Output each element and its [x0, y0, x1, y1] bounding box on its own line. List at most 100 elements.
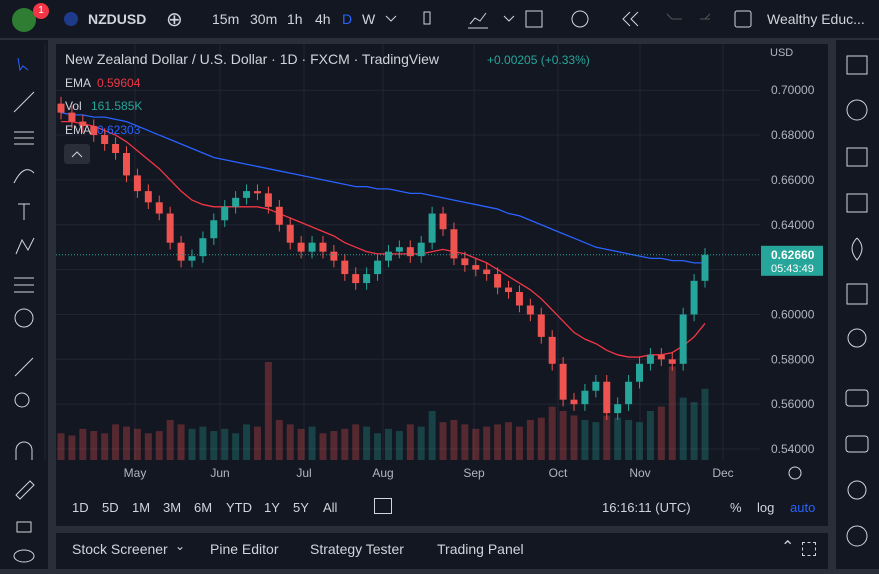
indicator-value: 161.585K — [91, 99, 142, 113]
lock-tool[interactable] — [16, 521, 32, 533]
tab-dropdown[interactable]: ⌄ — [175, 539, 186, 553]
add-symbol[interactable]: ⊕ — [166, 9, 183, 31]
indicator-name[interactable]: Vol — [65, 99, 82, 113]
range-button[interactable]: 3M — [163, 500, 182, 515]
range-button[interactable]: 1Y — [264, 500, 280, 515]
visibility-tool[interactable] — [13, 549, 35, 563]
candle-body — [253, 191, 261, 194]
range-button[interactable]: YTD — [226, 500, 252, 515]
calendar-icon[interactable] — [846, 283, 868, 305]
settings-icon[interactable] — [788, 466, 802, 480]
candle-body — [210, 220, 218, 239]
panel-tab[interactable]: Stock Screener — [72, 541, 168, 557]
signals-icon[interactable] — [847, 480, 867, 500]
interval[interactable]: 4h — [315, 11, 331, 27]
panel-tab[interactable]: Trading Panel — [437, 541, 524, 557]
help-icon[interactable] — [846, 525, 868, 547]
interval[interactable]: W — [362, 11, 376, 27]
sidebar-icons — [845, 55, 869, 547]
range-button[interactable]: 1D — [72, 500, 89, 515]
replay-icon[interactable] — [622, 11, 639, 27]
indicator-name[interactable]: EMA — [65, 76, 91, 90]
candle-body — [308, 242, 316, 252]
volume-bar — [472, 428, 480, 460]
panel-tab[interactable]: Strategy Tester — [310, 541, 404, 557]
volume-bar — [166, 419, 174, 460]
candle-icon[interactable] — [423, 11, 431, 25]
account-name[interactable]: Wealthy Educ... — [767, 11, 865, 27]
magnet-tool[interactable] — [15, 441, 33, 460]
ruler-tool[interactable] — [14, 357, 34, 377]
ideas-icon[interactable] — [847, 328, 867, 348]
last-price-label: 0.62660 — [771, 248, 815, 262]
indicator-icon[interactable] — [468, 12, 488, 29]
volume-bar — [330, 431, 338, 460]
forecast-tool[interactable] — [14, 277, 34, 293]
volume-bar — [297, 428, 305, 460]
chat-icon[interactable] — [845, 389, 869, 407]
auto-toggle[interactable]: auto — [790, 500, 816, 515]
currency-label[interactable]: USD — [770, 47, 793, 59]
logo[interactable] — [12, 8, 36, 32]
data-window-icon[interactable] — [846, 193, 868, 213]
lock-drawing-tool[interactable] — [15, 480, 35, 500]
panel-tab[interactable]: Pine Editor — [210, 541, 279, 557]
symbol[interactable]: NZDUSD — [88, 11, 147, 27]
watchlist-icon[interactable] — [846, 55, 868, 75]
dropdown-icon[interactable] — [503, 15, 515, 22]
line-tool[interactable] — [13, 91, 35, 113]
volume-bar — [679, 397, 687, 460]
indicator-value: 0.62303 — [97, 123, 141, 137]
volume-bar — [308, 426, 316, 460]
countdown-label: 05:43:49 — [771, 263, 814, 275]
expand-panel[interactable]: ⌃ — [781, 539, 795, 556]
y-tick-label: 0.60000 — [771, 307, 815, 321]
maximize-panel[interactable] — [802, 542, 816, 556]
interval[interactable]: D — [342, 11, 353, 27]
clock[interactable]: 16:16:11 (UTC) — [602, 500, 691, 515]
fib-tool[interactable] — [14, 131, 34, 145]
dropdown-icon[interactable] — [385, 15, 397, 22]
range-button[interactable]: 5D — [102, 500, 119, 515]
interval[interactable]: 15m — [212, 11, 240, 27]
undo-icon[interactable] — [666, 13, 682, 20]
streams-icon[interactable] — [845, 435, 869, 453]
cursor-tool[interactable] — [17, 57, 29, 72]
range-button[interactable]: 1M — [132, 500, 151, 515]
range-button[interactable]: 6M — [194, 500, 213, 515]
text-tool[interactable] — [18, 203, 30, 220]
news-icon[interactable] — [846, 147, 868, 167]
layout-icon[interactable] — [525, 10, 543, 28]
fullscreen-icon[interactable] — [734, 10, 752, 28]
volume-bar — [581, 419, 589, 460]
indicator-name[interactable]: EMA — [65, 123, 91, 137]
hotlist-icon[interactable] — [851, 237, 863, 261]
collapse-legend[interactable] — [64, 144, 90, 164]
zoom-tool[interactable] — [14, 392, 30, 408]
candle-body — [614, 404, 622, 414]
redo-icon[interactable] — [700, 13, 711, 20]
date-range-icon[interactable] — [374, 498, 392, 514]
percent-toggle[interactable]: % — [730, 500, 742, 515]
candle-body — [406, 247, 414, 257]
volume-bar — [57, 433, 65, 460]
volume-bar — [417, 426, 425, 460]
candle-body — [199, 238, 207, 257]
alerts-icon[interactable] — [846, 99, 868, 121]
range-button[interactable]: 5Y — [293, 500, 309, 515]
right-sidebar — [836, 40, 879, 569]
volume-bar — [243, 424, 251, 460]
log-toggle[interactable]: log — [757, 500, 775, 515]
interval[interactable]: 1h — [287, 11, 303, 27]
brush-tool[interactable] — [13, 169, 35, 184]
volume-bar — [264, 362, 272, 460]
candle-body — [297, 242, 305, 252]
range-button[interactable]: All — [323, 500, 338, 515]
alert-icon[interactable] — [571, 10, 589, 28]
candle-body — [374, 260, 382, 275]
pattern-tool[interactable] — [15, 237, 35, 255]
interval[interactable]: 30m — [250, 11, 278, 27]
candle-body — [428, 213, 436, 243]
emoji-tool[interactable] — [14, 308, 34, 328]
